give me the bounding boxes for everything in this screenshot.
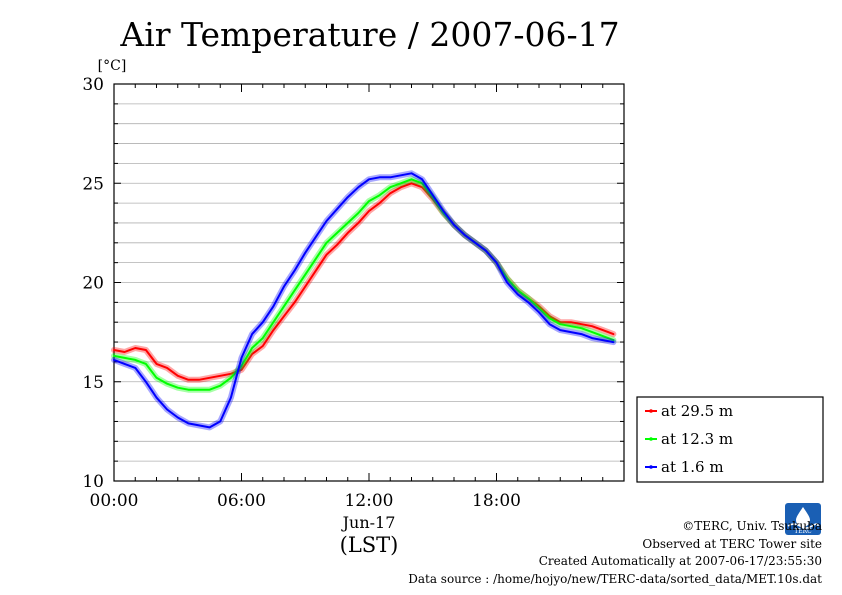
chart-title: Air Temperature / 2007-06-17	[119, 15, 619, 54]
y-axis-unit-label: [°C]	[98, 58, 127, 74]
x-tick-label: 12:00	[345, 491, 394, 511]
wave-icon	[787, 523, 819, 529]
y-tick-label: 25	[82, 174, 104, 194]
terc-logo: TERC	[785, 503, 821, 535]
x-tick-label: 18:00	[472, 491, 521, 511]
series-line	[113, 178, 615, 391]
footer-source: Data source : /home/hojyo/new/TERC-data/…	[408, 571, 822, 586]
legend-box	[636, 396, 824, 483]
x-tick-label: 00:00	[90, 491, 139, 511]
x-tick-label: 06:00	[217, 491, 266, 511]
grid-lines	[114, 103, 624, 462]
x-axis-unit-label: (LST)	[340, 533, 399, 557]
legend-label: at 12.3 m	[661, 430, 733, 448]
footer-site: Observed at TERC Tower site	[642, 536, 822, 551]
y-tick-label: 15	[82, 373, 104, 393]
legend-label: at 29.5 m	[661, 402, 733, 420]
footer-created: Created Automatically at 2007-06-17/23:5…	[538, 554, 822, 568]
series-line-glow	[111, 176, 617, 393]
logo-text: TERC	[794, 528, 812, 535]
legend-label: at 1.6 m	[661, 458, 724, 476]
legend-marker	[649, 409, 653, 413]
x-axis-date-label: Jun-17	[341, 513, 396, 532]
axis-ticks	[113, 83, 625, 482]
y-tick-label: 20	[82, 274, 104, 294]
legend-marker	[649, 437, 653, 441]
tick-labels: 10 15 20 25 30 00:00 06:00 12:00 18:00	[82, 75, 521, 511]
series-layer	[111, 170, 617, 431]
y-tick-label: 10	[82, 472, 104, 492]
footer-copyright: ©TERC, Univ. Tsukuba	[682, 519, 822, 533]
water-drop-icon	[796, 507, 810, 527]
legend: at 29.5 m at 12.3 m at 1.6 m	[636, 396, 824, 483]
series-line	[113, 172, 615, 429]
footer-credits: ©TERC, Univ. Tsukuba Observed at TERC To…	[408, 518, 822, 588]
legend-marker	[649, 465, 653, 469]
series-line-glow	[111, 180, 617, 383]
y-tick-label: 30	[82, 75, 104, 95]
